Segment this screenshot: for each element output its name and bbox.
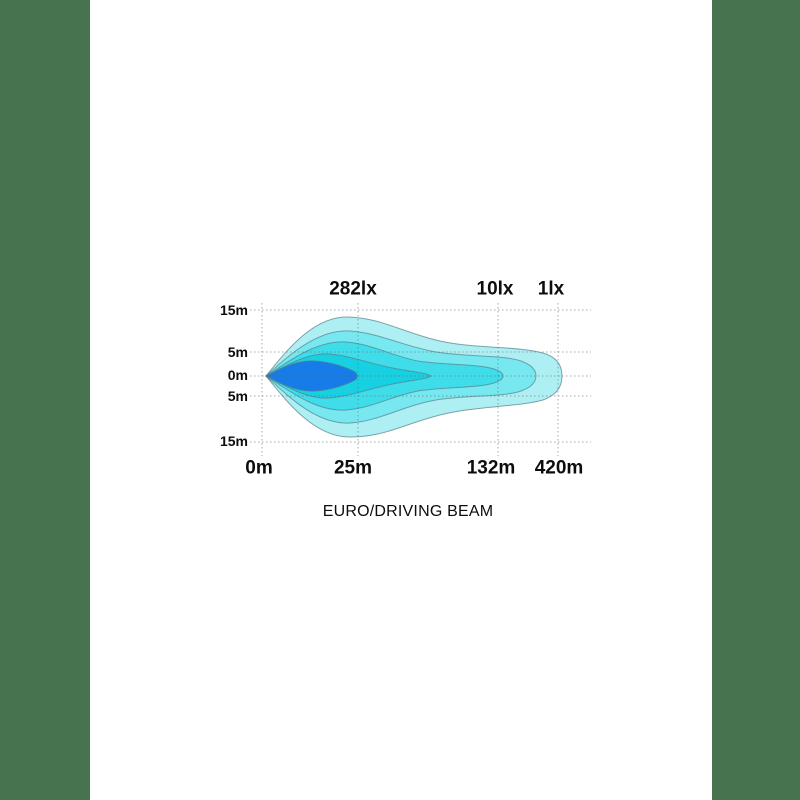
y-tick-15m-bottom: 15m [219,433,248,449]
x-tick-420m: 420m [534,457,584,479]
illuminance-label-282lx: 282lx [329,278,377,300]
y-tick-0m: 0m [227,367,248,383]
right-green-panel [712,0,800,800]
illuminance-label-1lx: 1lx [537,278,565,300]
y-tick-15m-top: 15m [219,302,248,318]
left-green-panel [0,0,90,800]
beam-contours [264,316,563,438]
chart-title: EURO/DRIVING BEAM [322,503,494,520]
grid [250,303,591,456]
y-tick-5m-top: 5m [227,344,248,360]
illuminance-label-10lx: 10lx [476,278,514,300]
x-tick-0m: 0m [245,457,273,479]
x-tick-132m: 132m [466,457,516,479]
x-tick-25m: 25m [333,457,373,479]
y-tick-5m-bottom: 5m [227,388,248,404]
beam-contour-282lx [264,360,358,392]
